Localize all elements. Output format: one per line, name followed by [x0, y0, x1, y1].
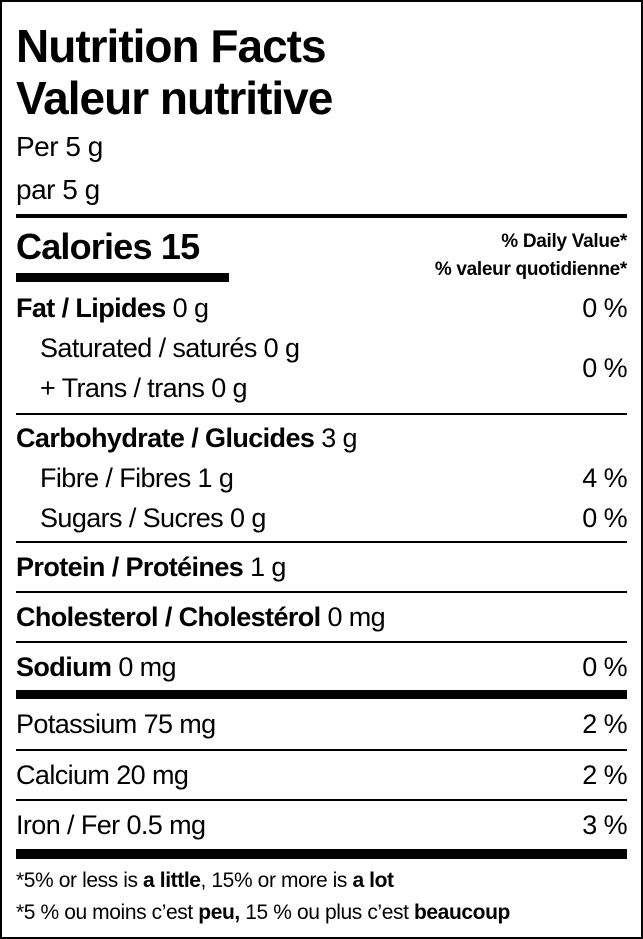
thick-divider	[16, 690, 627, 699]
footnote-bold: a lot	[352, 869, 394, 892]
row-iron: Iron / Fer 0.5 mg 3 %	[16, 808, 628, 842]
divider	[16, 413, 627, 415]
nutrient-amount: 20 mg	[116, 760, 189, 790]
footnote-bold: beaucoup	[413, 901, 510, 924]
row-fibre: Fibre / Fibres 1 g 4 %	[16, 461, 628, 495]
nutrient-label: + Trans / trans	[40, 373, 205, 403]
nutrient-label: Protein / Protéines	[16, 552, 244, 582]
divider	[16, 799, 627, 801]
footnote-bold: a little	[143, 869, 201, 892]
nutrient-label: Sodium	[16, 652, 112, 682]
nutrient-amount: 0 mg	[327, 602, 386, 632]
nutrient-dv: 4 %	[582, 463, 627, 493]
calories-underline	[16, 273, 229, 282]
nutrient-amount: 0 mg	[118, 652, 176, 682]
serving-en: Per 5 g	[16, 131, 103, 162]
footnote-fr: *5 % ou moins c’est peu, 15 % ou plus c’…	[16, 897, 627, 929]
nutrient-amount: 0 g	[211, 373, 247, 403]
nutrient-label: Iron / Fer	[16, 810, 120, 840]
nutrient-label: Carbohydrate / Glucides	[16, 423, 315, 453]
row-trans: + Trans / trans 0 g	[16, 371, 627, 405]
divider	[16, 641, 627, 643]
nutrient-amount: 75 mg	[143, 709, 217, 739]
nutrient-dv: 0 %	[582, 293, 627, 323]
row-carbohydrate: Carbohydrate / Glucides 3 g	[16, 421, 627, 455]
nutrient-label: Potassium	[16, 709, 137, 739]
nutrient-amount: 0 g	[263, 333, 300, 363]
nutrient-amount: 3 g	[321, 423, 357, 453]
divider	[16, 214, 627, 218]
nutrient-label: Fat / Lipides	[16, 293, 166, 323]
row-sugars: Sugars / Sucres 0 g 0 %	[16, 501, 628, 535]
daily-value-fr: % valeur quotidienne*	[434, 259, 627, 280]
row-cholesterol: Cholesterol / Cholestérol 0 mg	[16, 600, 627, 634]
daily-value-en: % Daily Value*	[501, 231, 627, 252]
footnote-text: *5 % ou moins c’est	[16, 901, 199, 924]
footnote-bold: peu,	[198, 901, 240, 924]
nutrient-label: Saturated / saturés	[40, 333, 257, 363]
nutrient-label: Cholesterol / Cholestérol	[16, 602, 321, 632]
nutrient-label: Calcium	[16, 760, 110, 790]
divider	[16, 749, 627, 751]
footnote-text: *5% or less is	[16, 869, 144, 892]
row-protein: Protein / Protéines 1 g	[16, 550, 627, 584]
row-saturated: Saturated / saturés 0 g	[16, 331, 627, 365]
row-calcium: Calcium 20 mg 2 %	[16, 758, 628, 792]
nutrient-dv: 3 %	[582, 810, 627, 840]
footnote-en: *5% or less is a little, 15% or more is …	[16, 865, 627, 897]
nutrient-dv: 0 %	[582, 652, 627, 682]
title-fr: Valeur nutritive	[16, 72, 333, 124]
sat-trans-dv: 0 %	[582, 353, 627, 383]
nutrient-amount: 1 g	[250, 552, 286, 582]
footnote-text: , 15% or more is	[200, 869, 353, 892]
thick-divider	[16, 849, 627, 859]
nutrient-amount: 1 g	[197, 463, 234, 493]
divider	[16, 541, 627, 543]
serving-fr: par 5 g	[16, 174, 100, 205]
row-sodium: Sodium 0 mg 0 %	[16, 650, 628, 684]
footnote-text: 15 % ou plus c’est	[239, 901, 414, 924]
nutrient-dv: 2 %	[582, 760, 627, 790]
nutrient-label: Sugars / Sucres	[40, 503, 224, 533]
nutrient-dv: 2 %	[582, 709, 627, 739]
nutrient-amount: 0.5 mg	[126, 810, 206, 840]
divider	[16, 591, 627, 593]
nutrient-dv: 0 %	[582, 503, 627, 533]
nutrient-amount: 0 g	[230, 503, 266, 533]
row-fat: Fat / Lipides 0 g 0 %	[16, 291, 628, 325]
row-potassium: Potassium 75 mg 2 %	[16, 707, 628, 741]
nutrient-label: Fibre / Fibres	[40, 463, 191, 493]
title-en: Nutrition Facts	[16, 20, 327, 72]
calories: Calories 15	[16, 226, 200, 267]
nutrient-amount: 0 g	[172, 293, 209, 323]
